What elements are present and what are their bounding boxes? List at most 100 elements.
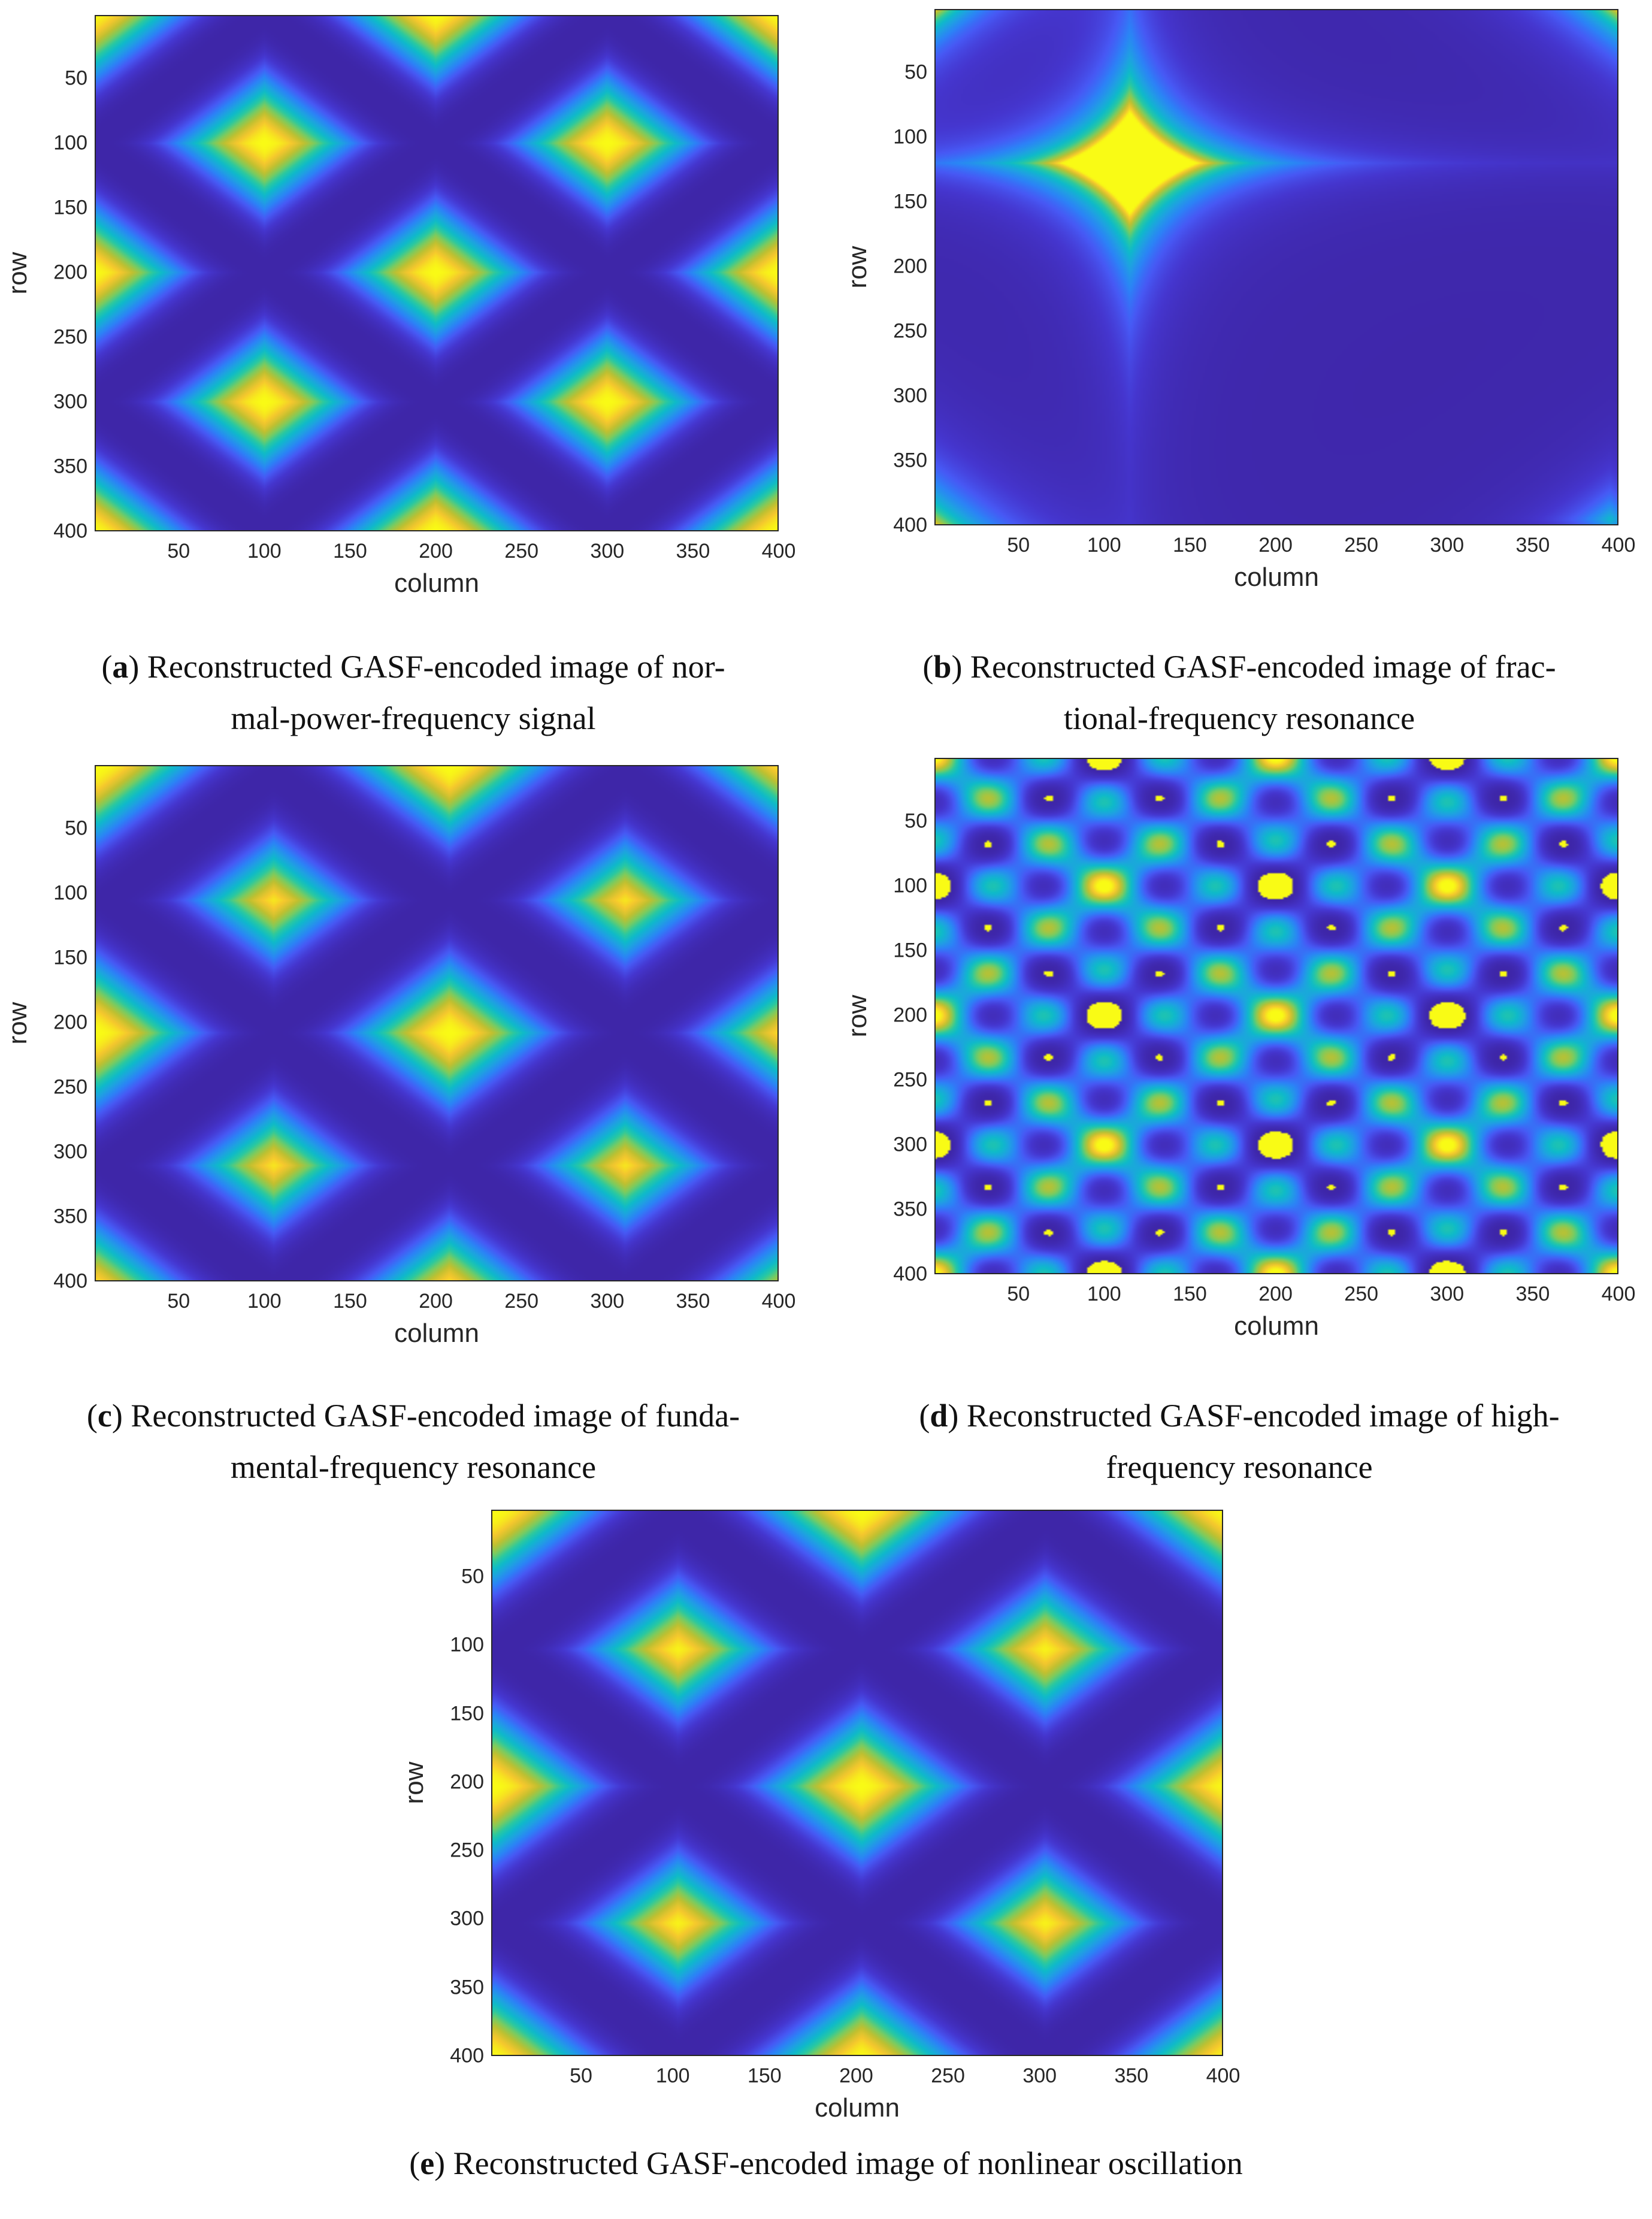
y-tick-label: 300: [893, 1133, 927, 1156]
x-tick-label: 150: [1173, 1283, 1207, 1305]
y-tick-label: 150: [893, 939, 927, 962]
y-tick-label: 350: [893, 1198, 927, 1221]
heatmap-e: [491, 1510, 1223, 2056]
x-tick-label: 300: [1430, 1283, 1465, 1305]
y-tick-label: 200: [893, 1003, 927, 1027]
caption-e: (e) Reconstructed GASF-encoded image of …: [409, 2145, 1243, 2181]
y-tick-label: 400: [450, 2044, 484, 2067]
y-tick-label: 250: [53, 1075, 87, 1099]
y-tick-label: 150: [450, 1702, 484, 1725]
x-tick-label: 200: [1258, 1283, 1293, 1305]
x-tick-label: 150: [1173, 534, 1207, 557]
xlabel-d: column: [1234, 1311, 1319, 1341]
y-tick-label: 50: [904, 61, 927, 84]
caption-letter: c: [97, 1398, 112, 1434]
y-tick-label: 300: [893, 384, 927, 407]
y-tick-label: 200: [450, 1770, 484, 1794]
xlabel-b: column: [1234, 563, 1319, 592]
xlabel-c: column: [394, 1319, 479, 1348]
heatmap-b: [934, 9, 1618, 525]
x-tick-label: 150: [747, 2064, 782, 2087]
x-tick-label: 350: [676, 1290, 710, 1313]
x-tick-label: 100: [1087, 1283, 1121, 1305]
ylabel-b: row: [843, 246, 872, 289]
x-tick-label: 200: [1258, 534, 1293, 557]
x-tick-label: 400: [1601, 534, 1636, 557]
x-tick-label: 100: [247, 1290, 282, 1313]
x-tick-label: 100: [655, 2064, 690, 2087]
x-tick-label: 350: [1114, 2064, 1149, 2087]
y-tick-label: 250: [450, 1839, 484, 1862]
y-tick-label: 50: [65, 817, 87, 840]
caption-letter: a: [112, 649, 129, 685]
caption-d: (d) Reconstructed GASF-encoded image of …: [919, 1398, 1560, 1485]
y-tick-label: 100: [450, 1633, 484, 1656]
caption-letter: e: [420, 2145, 435, 2181]
y-tick-label: 100: [53, 881, 87, 905]
x-tick-label: 200: [419, 1290, 453, 1313]
x-tick-label: 250: [504, 1290, 539, 1313]
y-tick-label: 400: [893, 1262, 927, 1286]
xlabel-e: column: [815, 2093, 900, 2123]
ylabel-c: row: [3, 1002, 32, 1045]
y-tick-label: 400: [53, 519, 87, 543]
y-tick-label: 250: [893, 319, 927, 343]
x-tick-label: 50: [1007, 534, 1030, 557]
y-tick-label: 300: [450, 1907, 484, 1930]
y-tick-label: 100: [893, 874, 927, 897]
x-tick-label: 300: [590, 1290, 625, 1313]
y-tick-label: 400: [893, 513, 927, 537]
x-tick-label: 50: [1007, 1283, 1030, 1305]
x-tick-label: 50: [167, 1290, 190, 1313]
heatmap-a: [95, 15, 779, 531]
y-tick-label: 150: [53, 946, 87, 969]
y-tick-label: 50: [904, 809, 927, 833]
x-tick-label: 400: [761, 1290, 796, 1313]
y-tick-label: 100: [893, 125, 927, 149]
x-tick-label: 400: [1601, 1283, 1636, 1305]
y-tick-label: 200: [53, 261, 87, 284]
x-tick-label: 400: [1206, 2064, 1240, 2087]
caption-letter: d: [930, 1398, 948, 1434]
x-tick-label: 300: [1022, 2064, 1057, 2087]
caption-a: (a) Reconstructed GASF-encoded image of …: [101, 649, 725, 736]
y-tick-label: 50: [461, 1565, 484, 1588]
y-tick-label: 350: [450, 1976, 484, 1999]
heatmap-c: [95, 765, 779, 1281]
ylabel-a: row: [3, 252, 32, 295]
y-tick-label: 150: [893, 190, 927, 213]
y-tick-label: 200: [893, 255, 927, 278]
x-tick-label: 250: [1344, 534, 1379, 557]
caption-c: (c) Reconstructed GASF-encoded image of …: [86, 1398, 740, 1485]
caption-b: (b) Reconstructed GASF-encoded image of …: [922, 649, 1556, 736]
x-tick-label: 100: [247, 540, 282, 563]
ylabel-e: row: [400, 1761, 429, 1804]
x-tick-label: 150: [333, 540, 367, 563]
x-tick-label: 350: [676, 540, 710, 563]
x-tick-label: 50: [167, 540, 190, 563]
x-tick-label: 150: [333, 1290, 367, 1313]
x-tick-label: 350: [1515, 1283, 1550, 1305]
x-tick-label: 200: [419, 540, 453, 563]
heatmap-d: [934, 758, 1618, 1274]
x-tick-label: 200: [839, 2064, 873, 2087]
y-tick-label: 400: [53, 1269, 87, 1293]
ylabel-d: row: [843, 994, 872, 1038]
x-tick-label: 250: [1344, 1283, 1379, 1305]
y-tick-label: 250: [53, 325, 87, 349]
y-tick-label: 250: [893, 1068, 927, 1092]
y-tick-label: 150: [53, 196, 87, 219]
x-tick-label: 400: [761, 540, 796, 563]
xlabel-a: column: [394, 569, 479, 598]
y-tick-label: 200: [53, 1011, 87, 1034]
y-tick-label: 350: [893, 449, 927, 472]
y-tick-label: 100: [53, 131, 87, 155]
y-tick-label: 350: [53, 455, 87, 478]
x-tick-label: 300: [590, 540, 625, 563]
x-tick-label: 300: [1430, 534, 1465, 557]
x-tick-label: 350: [1515, 534, 1550, 557]
x-tick-label: 50: [570, 2064, 592, 2087]
x-tick-label: 250: [504, 540, 539, 563]
y-tick-label: 300: [53, 390, 87, 413]
x-tick-label: 100: [1087, 534, 1121, 557]
